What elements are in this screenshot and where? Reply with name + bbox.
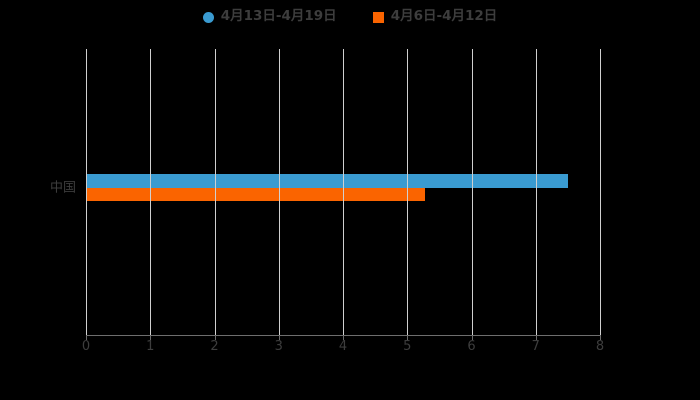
x-axis-tick-label-2: 2 [210,339,219,354]
gridline-x-6 [471,49,473,335]
x-axis-tick-label-0: 0 [81,339,91,354]
x-axis-tick-label-8: 8 [595,339,605,354]
bar-series-1-china[interactable] [86,188,425,201]
x-axis-tick-label-5: 5 [403,339,412,354]
gridline-x-2 [214,49,216,335]
x-axis-line [86,335,601,336]
gridline-x-1 [150,49,152,335]
chart-legend: 4月13日-4月19日 4月6日-4月12日 [0,6,700,28]
x-axis-tick-2 [214,336,216,340]
legend-item-0[interactable]: 4月13日-4月19日 [202,8,337,25]
bar-series-0-china[interactable] [86,174,568,188]
x-axis-tick-3 [278,336,280,340]
x-axis-tick-label-1: 1 [146,339,155,354]
y-axis-label-china: 中国 [49,180,76,196]
gridline-x-3 [278,49,280,335]
legend-item-1-label: 4月6日-4月12日 [390,8,498,25]
x-axis-tick-0 [86,336,87,340]
gridline-x-7 [535,49,537,335]
gridline-x-8 [600,49,601,335]
square-marker-icon [372,11,384,23]
x-axis-tick-1 [150,336,152,340]
gridline-x-5 [407,49,409,335]
x-axis-tick-label-6: 6 [467,339,476,354]
x-axis-tick-5 [407,336,409,340]
legend-item-0-label: 4月13日-4月19日 [220,8,337,25]
y-axis-category-labels: 中国 [0,174,86,202]
circle-marker-icon [202,11,214,23]
x-axis-tick-label-7: 7 [531,339,540,354]
x-axis-tick-label-3: 3 [274,339,283,354]
x-axis-tick-7 [535,336,537,340]
x-axis-tick-4 [343,336,344,340]
x-axis-tick-6 [471,336,473,340]
x-axis-tick-label-4: 4 [338,339,348,354]
legend-item-1[interactable]: 4月6日-4月12日 [372,8,498,25]
x-axis-tick-8 [600,336,601,340]
gridline-x-0 [86,49,87,335]
gridline-x-4 [343,49,344,335]
plot-area [86,49,601,335]
